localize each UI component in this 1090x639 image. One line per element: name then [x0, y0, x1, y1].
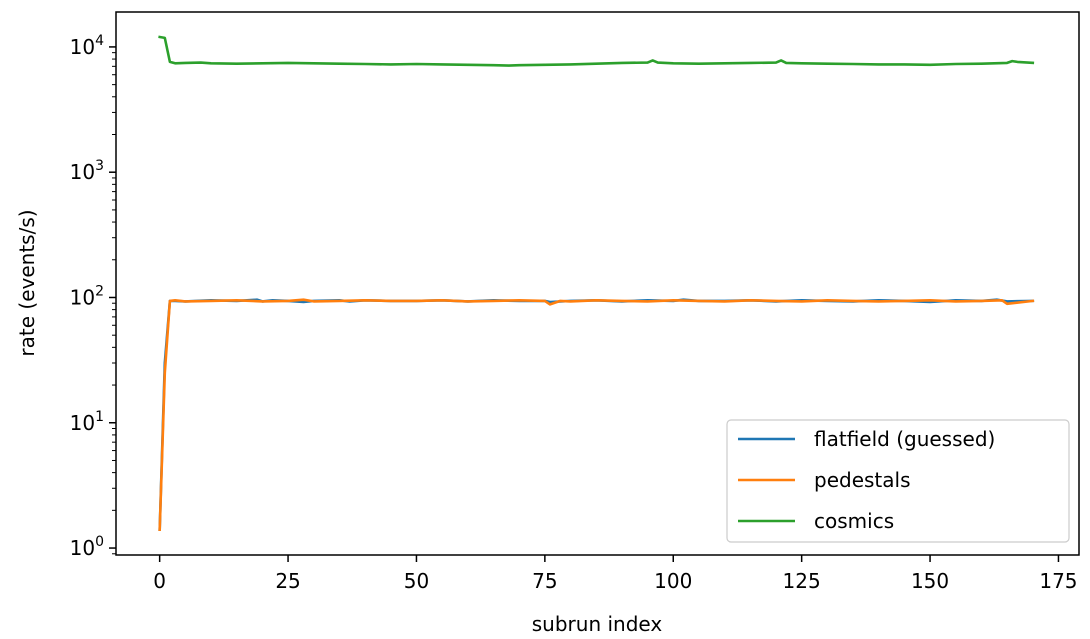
y-tick-exponent: 3: [95, 158, 104, 174]
y-tick-exponent: 4: [95, 33, 104, 49]
y-tick-label: 104: [70, 33, 104, 59]
y-tick-exponent: 1: [95, 409, 104, 425]
x-tick-label: 75: [532, 569, 557, 593]
x-tick-label: 0: [153, 569, 166, 593]
y-axis-label: rate (events/s): [15, 209, 39, 356]
legend-label: flatfield (guessed): [814, 427, 995, 451]
y-tick-base: 10: [70, 160, 95, 184]
legend: flatfield (guessed) pedestals cosmics: [726, 419, 1070, 543]
legend-box: [726, 419, 1070, 543]
y-tick-label: 102: [70, 283, 104, 309]
y-tick-exponent: 2: [95, 283, 104, 299]
series-line-cosmics: [158, 35, 1035, 67]
y-tick-label: 100: [70, 534, 104, 560]
x-axis: 0 25 50 75 100 125 150 175: [153, 555, 1078, 593]
plot-area: [158, 35, 1035, 532]
series-line-pedestals: [158, 298, 1035, 532]
x-tick-label: 150: [911, 569, 949, 593]
legend-label: cosmics: [814, 509, 894, 533]
x-tick-label: 175: [1039, 569, 1077, 593]
x-tick-label: 25: [275, 569, 300, 593]
y-tick-base: 10: [70, 536, 95, 560]
x-tick-label: 100: [654, 569, 692, 593]
y-tick-base: 10: [70, 35, 95, 59]
legend-label: pedestals: [814, 468, 911, 492]
x-tick-label: 50: [404, 569, 429, 593]
y-tick-base: 10: [70, 285, 95, 309]
x-tick-label: 125: [783, 569, 821, 593]
y-tick-exponent: 0: [95, 534, 104, 550]
y-tick-label: 101: [70, 409, 104, 435]
plot-frame: [115, 11, 1080, 556]
y-tick-label: 103: [70, 158, 104, 184]
x-axis-label: subrun index: [532, 612, 663, 636]
y-tick-base: 10: [70, 411, 95, 435]
